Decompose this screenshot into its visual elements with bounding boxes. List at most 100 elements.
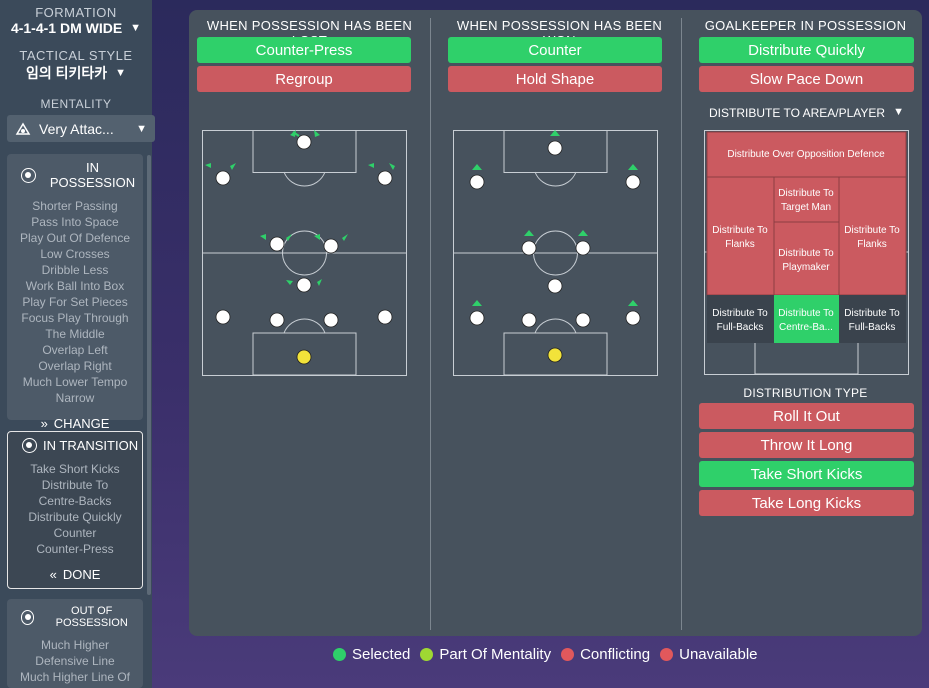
zone-label: Distribute To (712, 225, 768, 236)
counter-press-button[interactable]: Counter-Press (197, 37, 411, 63)
list-item: Dribble Less (41, 263, 109, 277)
zone-label: Target Man (781, 202, 831, 213)
legend-conflicting: Conflicting (561, 646, 650, 663)
mentality-label: MENTALITY (40, 97, 112, 111)
list-item: Narrow (55, 391, 95, 405)
zone-label: Distribute To (778, 248, 834, 259)
counter-button[interactable]: Counter (448, 37, 662, 63)
regroup-button[interactable]: Regroup (197, 66, 411, 92)
zone-flanks-right[interactable] (838, 176, 907, 296)
list-item: Low Crosses (40, 247, 110, 261)
legend-label: Conflicting (580, 646, 651, 663)
list-item: Overlap Left (42, 343, 108, 357)
formation-value[interactable]: 4-1-4-1 DM WIDE ▼ (0, 20, 152, 36)
in-transition-panel[interactable]: IN TRANSITION Take Short Kicks Distribut… (7, 431, 143, 589)
chevron-down-icon[interactable]: ▼ (893, 106, 904, 118)
change-label: CHANGE (53, 416, 110, 431)
out-of-possession-list: Much Higher Defensive Line Much Higher L… (7, 637, 143, 685)
take-short-kicks-button[interactable]: Take Short Kicks (699, 461, 914, 487)
zone-label: Distribute To (844, 308, 900, 319)
list-item: Take Short Kicks (30, 462, 120, 476)
legend-unavailable: Unavailable (660, 646, 758, 663)
zone-label: Distribute To (778, 308, 834, 319)
double-chevron-left-icon: « (49, 567, 57, 582)
list-item: Distribute To (41, 478, 109, 492)
list-item: Defensive Line (35, 654, 115, 668)
take-long-kicks-button[interactable]: Take Long Kicks (699, 490, 914, 516)
sidebar-scrollbar[interactable] (147, 155, 151, 595)
zone-fullbacks-left[interactable] (707, 295, 774, 343)
out-of-possession-panel[interactable]: OUT OF POSSESSION Much Higher Defensive … (7, 599, 143, 688)
done-button[interactable]: « DONE (8, 557, 142, 590)
in-possession-list: Shorter Passing Pass Into Space Play Out… (7, 198, 143, 406)
list-item: Overlap Right (38, 359, 112, 373)
tactics-sidebar: FORMATION 4-1-4-1 DM WIDE ▼ TACTICAL STY… (0, 0, 155, 688)
possession-won-column: WHEN POSSESSION HAS BEEN WON Counter Hol… (439, 10, 680, 636)
list-item: Centre-Backs (38, 494, 112, 508)
distribute-area-label: DISTRIBUTE TO AREA/PLAYER (709, 106, 886, 120)
tactical-style-label: TACTICAL STYLE (19, 48, 133, 63)
list-item: Work Ball Into Box (25, 279, 125, 293)
mentality-dropdown[interactable]: Very Attac... ▼ (7, 115, 155, 142)
hold-shape-button[interactable]: Hold Shape (448, 66, 662, 92)
panel-title-text: IN TRANSITION (43, 438, 139, 453)
zone-playmaker[interactable] (773, 221, 840, 296)
mentality-value: Very Attac... (39, 120, 114, 137)
zone-label: Distribute To (844, 225, 900, 236)
panel-title-text: IN POSSESSION (49, 160, 136, 190)
legend-mentality: Part Of Mentality (420, 646, 551, 663)
transition-icon (22, 438, 37, 453)
list-item: Shorter Passing (32, 199, 118, 213)
out-of-possession-icon (21, 609, 35, 625)
double-chevron-right-icon: » (40, 416, 48, 431)
list-item: Much Lower Tempo (22, 375, 128, 389)
legend-label: Selected (352, 646, 411, 663)
zone-label: Centre-Ba... (779, 322, 833, 333)
in-transition-list: Take Short Kicks Distribute To Centre-Ba… (8, 461, 142, 557)
zone-target-man[interactable] (773, 176, 840, 223)
legend-dot-selected (333, 648, 346, 661)
chevron-down-icon[interactable]: ▼ (130, 22, 142, 34)
out-of-possession-title: OUT OF POSSESSION (7, 599, 143, 637)
tactical-style-value[interactable]: 임의 티키타카 ▼ (0, 63, 152, 83)
tactical-style-block[interactable]: TACTICAL STYLE 임의 티키타카 ▼ (0, 48, 152, 83)
distribute-area-dropdown[interactable]: DISTRIBUTE TO AREA/PLAYER ▼ (699, 106, 914, 120)
in-possession-panel[interactable]: IN POSSESSION Shorter Passing Pass Into … (7, 154, 143, 431)
zone-flanks-left[interactable] (706, 176, 775, 296)
zone-label: Flanks (725, 239, 754, 250)
zone-label: Distribute To (778, 188, 834, 199)
chevron-down-icon[interactable]: ▼ (115, 67, 127, 79)
zone-label: Full-Backs (717, 322, 764, 333)
zone-over-defence[interactable] (706, 131, 907, 178)
done-label: DONE (62, 567, 101, 582)
formation-block[interactable]: FORMATION 4-1-4-1 DM WIDE ▼ (0, 5, 152, 36)
legend-selected: Selected (333, 646, 410, 663)
zone-label: Distribute To (712, 308, 768, 319)
pitch-lost (202, 130, 407, 376)
distribute-quickly-button[interactable]: Distribute Quickly (699, 37, 914, 63)
goalkeeper-column: GOALKEEPER IN POSSESSION Distribute Quic… (689, 10, 922, 636)
zone-centrebacks[interactable] (774, 295, 839, 343)
list-item: Counter (53, 526, 97, 540)
roll-it-out-button[interactable]: Roll It Out (699, 403, 914, 429)
legend-dot-unavailable (660, 648, 674, 661)
list-item: Much Higher Line Of (19, 670, 131, 684)
legend-dot-conflicting (561, 648, 575, 661)
list-item: The Middle (45, 327, 105, 341)
list-item: Play For Set Pieces (22, 295, 128, 309)
zone-label: Distribute Over Opposition Defence (727, 149, 885, 160)
throw-it-long-button[interactable]: Throw It Long (699, 432, 914, 458)
in-transition-title: IN TRANSITION (8, 432, 142, 461)
distribution-pitch: Distribute Over Opposition Defence Distr… (704, 130, 909, 375)
column-divider (430, 18, 431, 630)
list-item: Much Higher (40, 638, 110, 652)
slow-pace-down-button[interactable]: Slow Pace Down (699, 66, 914, 92)
ball-icon (21, 167, 36, 183)
change-button[interactable]: » CHANGE (7, 406, 143, 439)
zone-fullbacks-right[interactable] (839, 295, 906, 343)
chevron-down-icon[interactable]: ▼ (136, 122, 147, 135)
zone-label: Flanks (857, 239, 886, 250)
list-item: Pass Into Space (31, 215, 119, 229)
legend-label: Unavailable (679, 646, 758, 663)
transition-settings-panel: WHEN POSSESSION HAS BEEN LOST Counter-Pr… (189, 10, 922, 636)
